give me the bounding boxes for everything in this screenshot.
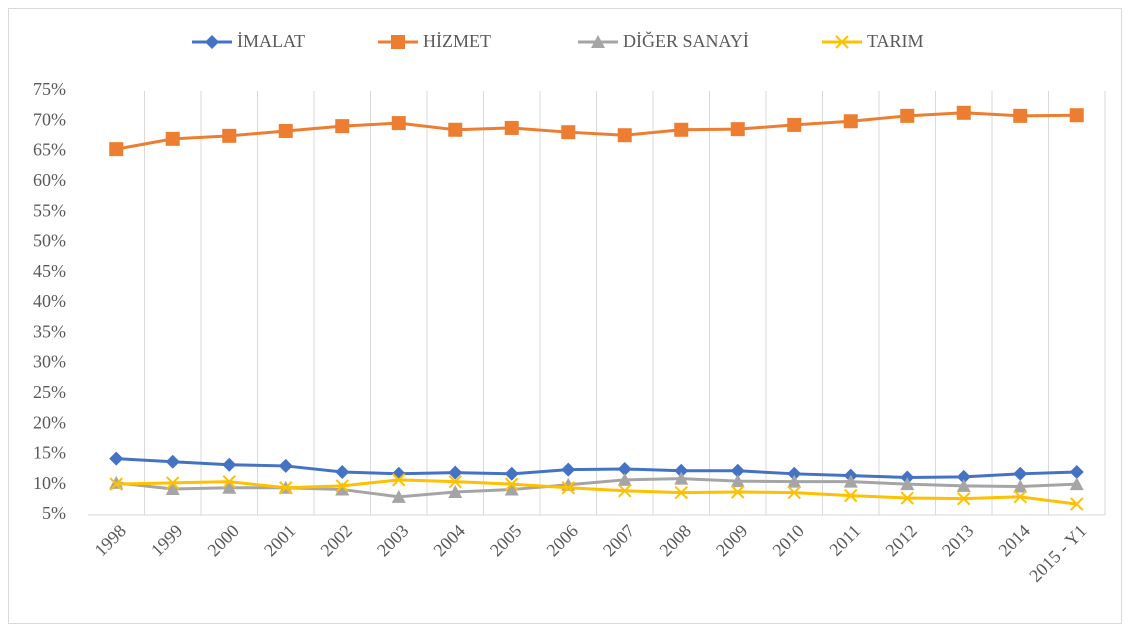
- y-tick-label: 35%: [33, 321, 66, 341]
- y-tick-label: 15%: [33, 443, 66, 463]
- legend-label: HİZMET: [423, 31, 491, 51]
- point-marker: [1013, 490, 1027, 504]
- point-marker: [391, 116, 406, 131]
- point-marker: [900, 108, 915, 123]
- y-tick-label: 30%: [33, 352, 66, 372]
- point-marker: [504, 120, 519, 135]
- point-marker: [392, 473, 406, 487]
- point-marker: [278, 123, 293, 138]
- legend-marker: [205, 35, 219, 49]
- y-tick-label: 45%: [33, 261, 66, 281]
- point-marker: [279, 481, 293, 495]
- point-marker: [561, 481, 575, 495]
- y-tick-label: 60%: [33, 170, 66, 190]
- point-marker: [1013, 466, 1028, 481]
- point-marker: [335, 482, 350, 496]
- point-marker: [504, 466, 519, 481]
- legend-label: TARIM: [867, 31, 924, 51]
- point-marker: [222, 457, 237, 472]
- legend-marker: [391, 35, 405, 49]
- point-marker: [1013, 479, 1028, 493]
- point-marker: [787, 474, 802, 488]
- point-marker: [109, 477, 123, 491]
- y-tick-label: 20%: [33, 412, 66, 432]
- point-marker: [278, 458, 293, 473]
- point-marker: [674, 122, 689, 137]
- y-tick-label: 50%: [33, 231, 66, 251]
- legend-marker: [835, 35, 849, 49]
- y-tick-label: 5%: [42, 503, 66, 523]
- point-marker: [109, 142, 124, 157]
- point-marker: [674, 485, 688, 500]
- point-marker: [787, 485, 801, 500]
- y-tick-label: 40%: [33, 291, 66, 311]
- point-marker: [504, 482, 519, 496]
- point-marker: [448, 122, 463, 137]
- point-marker: [844, 488, 858, 503]
- legend-label: İMALAT: [237, 31, 305, 51]
- series-line: [115, 111, 1077, 151]
- series-line: [116, 478, 1077, 506]
- point-marker: [335, 119, 350, 134]
- point-marker: [956, 478, 971, 492]
- legend-label: DİĞER SANAYİ: [623, 30, 749, 51]
- point-marker: [900, 491, 914, 505]
- point-marker: [1069, 477, 1084, 491]
- series-line: [116, 457, 1077, 479]
- point-marker: [730, 463, 745, 478]
- point-marker: [1069, 464, 1084, 479]
- point-marker: [448, 465, 463, 480]
- point-marker: [335, 479, 349, 493]
- point-marker: [956, 105, 971, 120]
- point-marker: [1069, 108, 1084, 123]
- point-marker: [391, 489, 406, 503]
- point-marker: [617, 472, 632, 486]
- point-marker: [787, 466, 802, 481]
- y-tick-label: 70%: [33, 109, 66, 129]
- point-marker: [165, 481, 180, 495]
- point-marker: [109, 475, 124, 489]
- point-marker: [956, 469, 971, 484]
- point-marker: [222, 474, 236, 489]
- point-marker: [674, 471, 689, 485]
- point-marker: [222, 128, 237, 143]
- y-tick-label: 65%: [33, 140, 66, 160]
- point-marker: [165, 454, 180, 469]
- point-marker: [165, 131, 180, 146]
- point-marker: [505, 477, 519, 491]
- point-marker: [843, 474, 858, 488]
- point-marker: [448, 474, 462, 489]
- point-marker: [166, 476, 180, 490]
- point-marker: [730, 474, 745, 488]
- y-tick-label: 10%: [33, 473, 66, 493]
- y-tick-label: 75%: [33, 79, 66, 99]
- point-marker: [617, 461, 632, 476]
- y-tick-label: 55%: [33, 200, 66, 220]
- point-marker: [335, 464, 350, 479]
- y-tick-label: 25%: [33, 382, 66, 402]
- point-marker: [109, 451, 124, 466]
- legend-marker: [591, 35, 605, 48]
- point-marker: [1013, 108, 1028, 123]
- point-marker: [1070, 497, 1084, 511]
- point-marker: [674, 463, 689, 478]
- point-marker: [787, 117, 802, 132]
- point-marker: [957, 491, 971, 506]
- point-marker: [222, 480, 237, 494]
- point-marker: [900, 477, 915, 491]
- point-marker: [730, 122, 745, 137]
- point-marker: [843, 114, 858, 129]
- point-marker: [731, 485, 745, 499]
- point-marker: [617, 128, 632, 143]
- point-marker: [618, 484, 632, 498]
- point-marker: [561, 462, 576, 477]
- point-marker: [561, 125, 576, 140]
- point-marker: [448, 484, 463, 498]
